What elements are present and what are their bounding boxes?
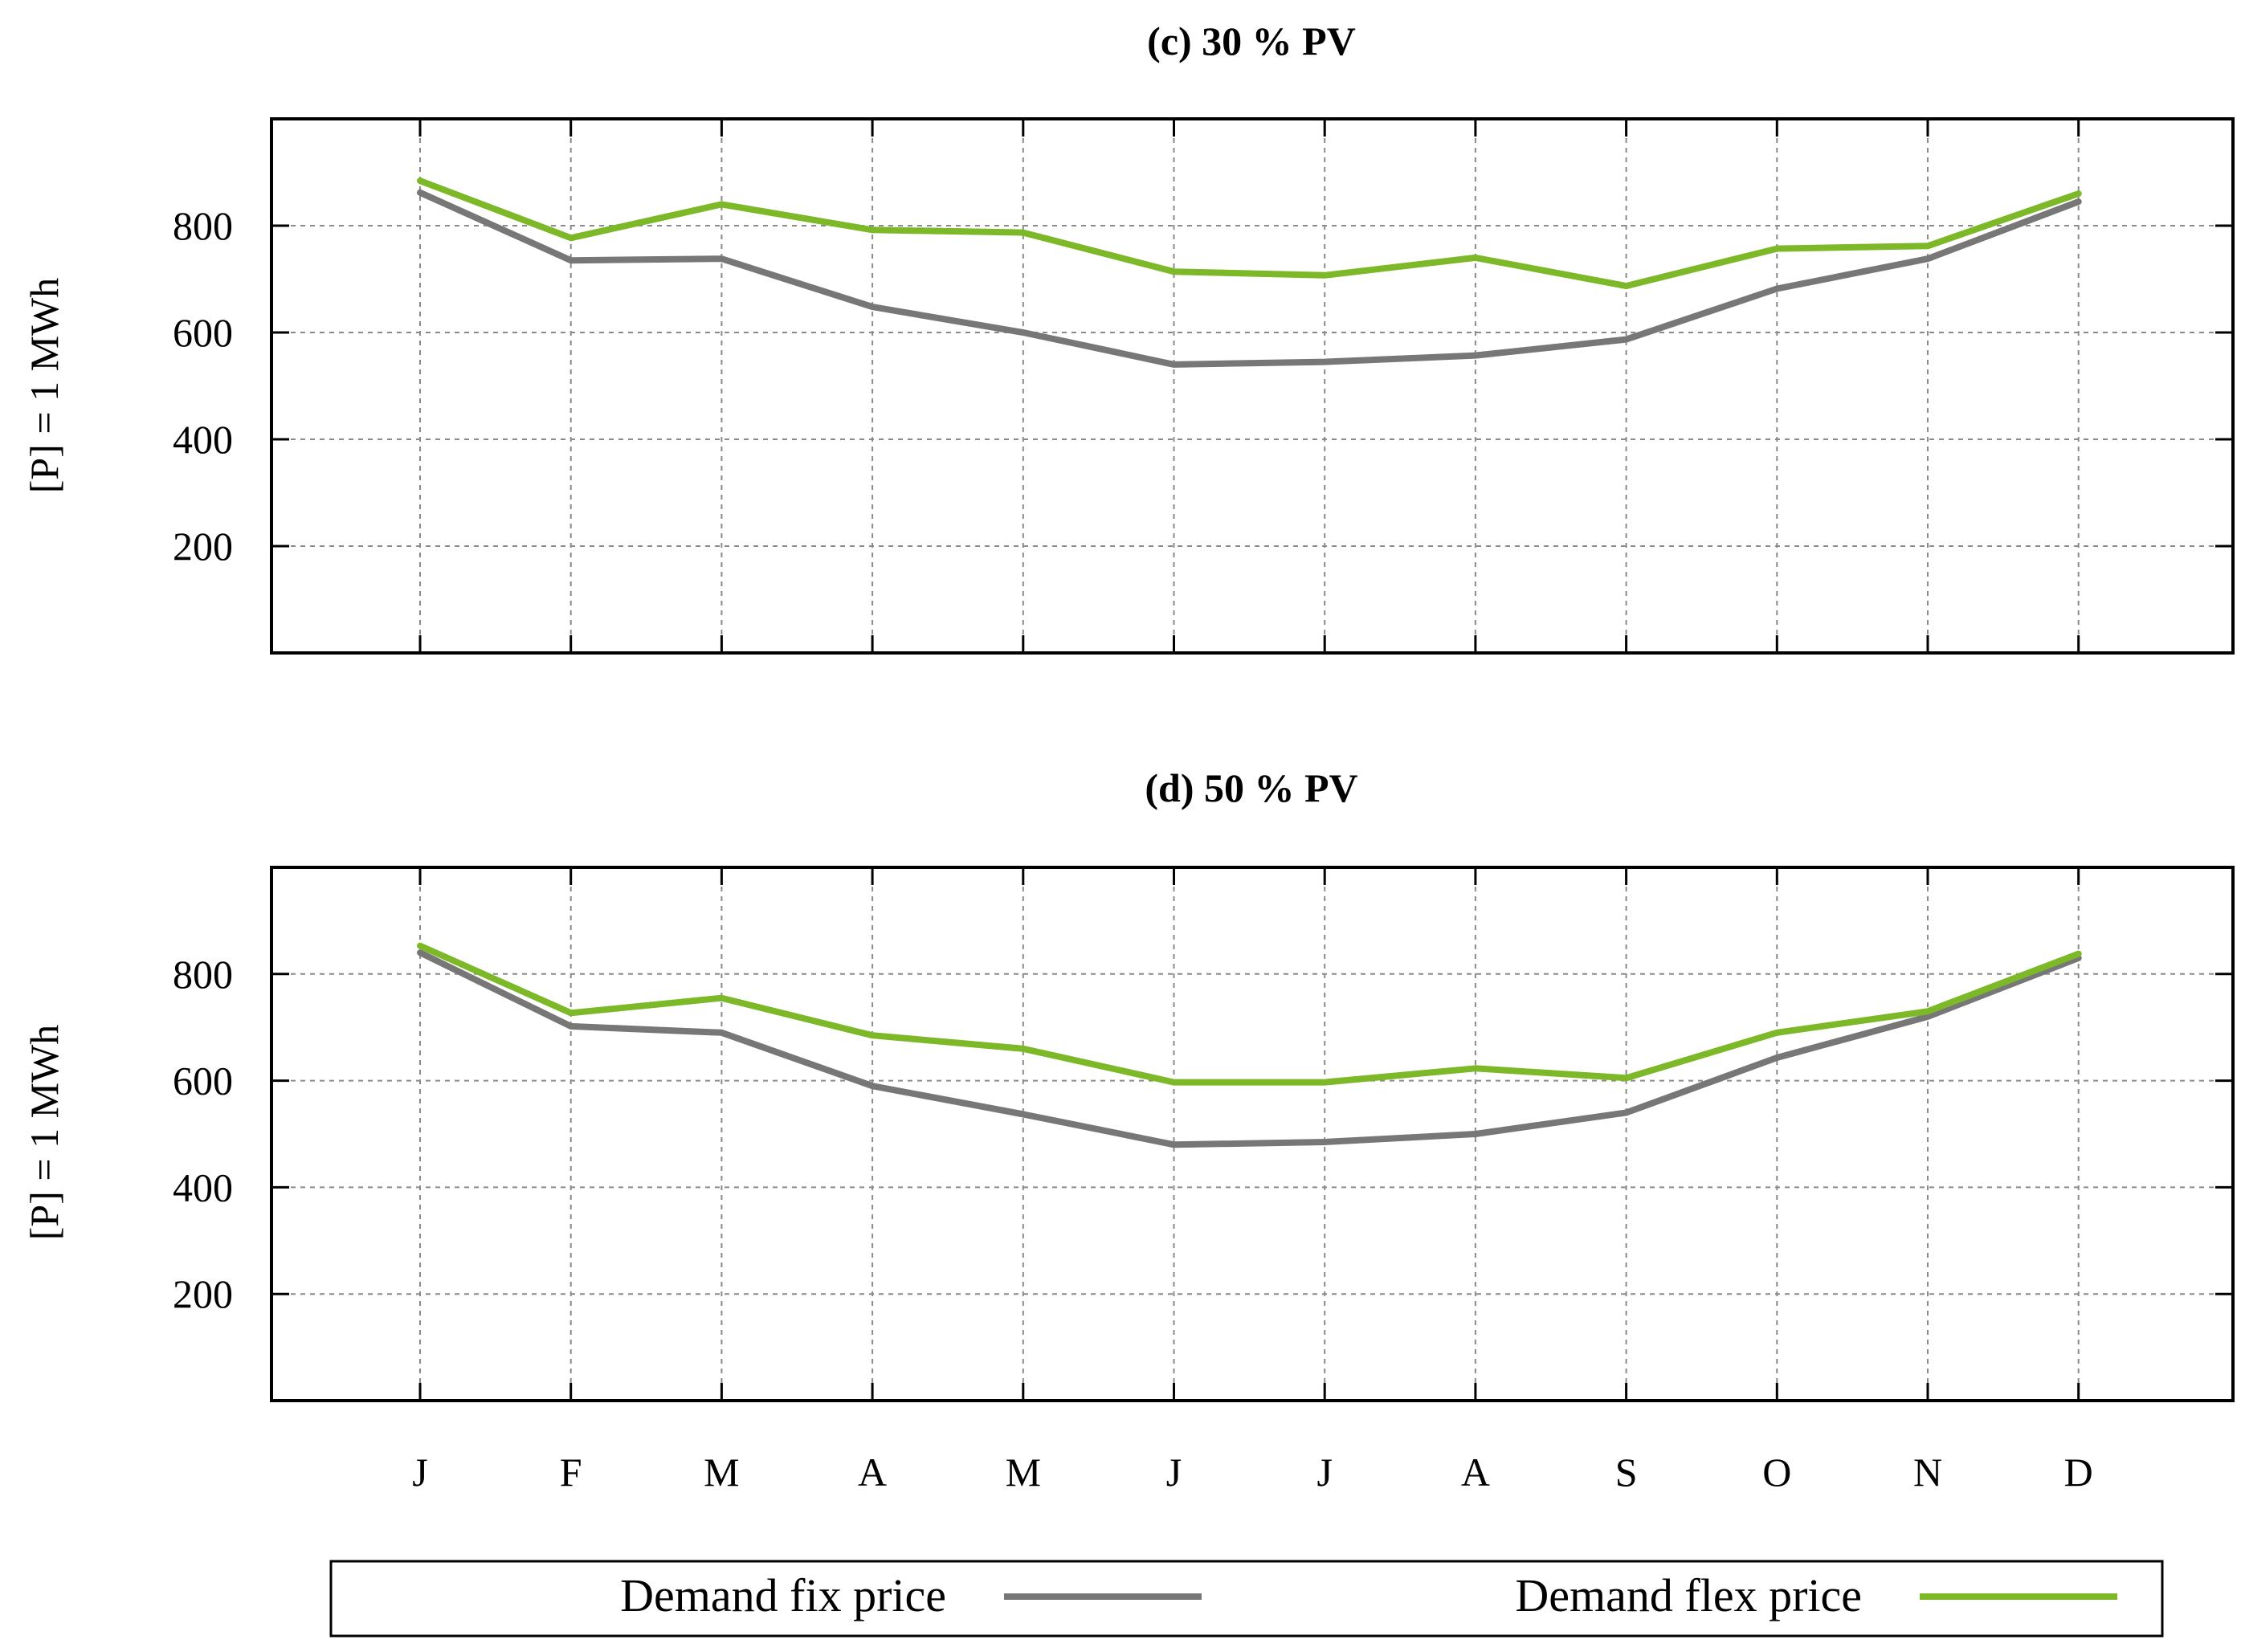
series-line-flex-price — [417, 942, 2082, 1086]
series-line-fix-price — [417, 949, 2082, 1148]
chart-panel-c: (c) 30 % PV [P] = 1 MWh 200 400 600 800 — [22, 18, 2235, 655]
y-tick-label: 400 — [173, 1165, 233, 1209]
chart-title: (c) 30 % PV — [1147, 18, 1356, 63]
x-tick-label: A — [1461, 1450, 1490, 1495]
legend-label-fix: Demand fix price — [620, 1569, 946, 1621]
y-tick-label: 600 — [173, 1059, 233, 1103]
y-tick-label: 200 — [173, 524, 233, 569]
axis-ticks: 200 400 600 800 — [173, 119, 2233, 653]
chart-panel-d: (d) 50 % PV [P] = 1 MWh 200 400 600 800 J F M… — [22, 765, 2235, 1495]
y-tick-label: 600 — [173, 310, 233, 355]
x-tick-label: M — [704, 1450, 739, 1495]
y-tick-label: 400 — [173, 417, 233, 462]
series-line-fix-price — [417, 189, 2082, 368]
y-tick-label: 200 — [173, 1271, 233, 1316]
y-axis-label: [P] = 1 MWh — [22, 1025, 67, 1240]
x-tick-label: J — [412, 1450, 427, 1495]
x-tick-label: F — [560, 1450, 582, 1495]
x-tick-label: O — [1762, 1450, 1791, 1495]
y-axis-label: [P] = 1 MWh — [22, 278, 67, 493]
x-tick-label: N — [1913, 1450, 1942, 1495]
x-tick-label: A — [858, 1450, 887, 1495]
series-line-flex-price — [417, 177, 2082, 290]
x-tick-label: J — [1316, 1450, 1332, 1495]
legend-label-flex: Demand flex price — [1515, 1569, 1862, 1621]
series-lines — [417, 177, 2082, 368]
gridlines — [271, 867, 2233, 1401]
chart-title: (d) 50 % PV — [1145, 765, 1357, 810]
plot-frame — [270, 866, 2235, 1402]
legend: Demand fix price Demand flex price — [329, 1560, 2164, 1638]
y-tick-label: 800 — [173, 203, 233, 248]
x-tick-label: M — [1006, 1450, 1041, 1495]
y-tick-label: 800 — [173, 952, 233, 997]
legend-box — [329, 1560, 2164, 1638]
gridlines — [271, 119, 2233, 653]
x-tick-label: D — [2064, 1450, 2093, 1495]
x-tick-label: S — [1615, 1450, 1638, 1495]
plot-frame — [270, 117, 2235, 655]
axis-ticks: 200 400 600 800 — [173, 867, 2233, 1401]
series-lines — [417, 942, 2082, 1148]
x-tick-label: J — [1166, 1450, 1182, 1495]
